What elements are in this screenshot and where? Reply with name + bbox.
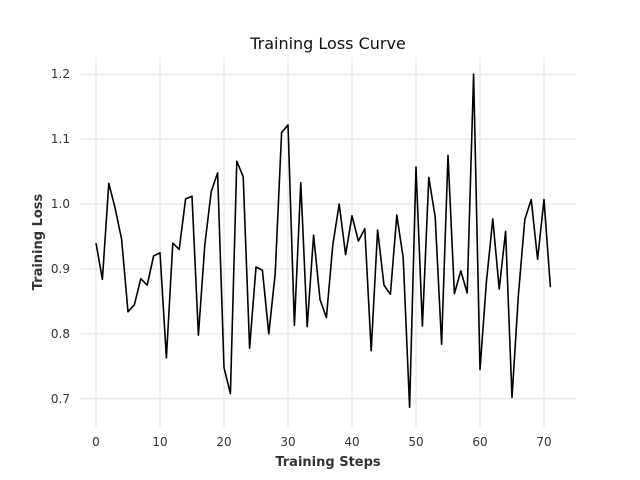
x-tick-label: 50 bbox=[408, 435, 423, 449]
y-axis-ticks: 0.7 0.8 0.9 1.0 1.1 1.2 bbox=[51, 67, 70, 406]
x-tick-label: 60 bbox=[472, 435, 487, 449]
x-tick-label: 40 bbox=[344, 435, 359, 449]
y-tick-label: 0.9 bbox=[51, 262, 70, 276]
x-tick-label: 0 bbox=[92, 435, 100, 449]
y-axis-label: Training Loss bbox=[31, 193, 46, 290]
x-axis-ticks: 0 10 20 30 40 50 60 70 bbox=[92, 435, 551, 449]
series-layer bbox=[95, 73, 552, 409]
x-tick-label: 10 bbox=[152, 435, 167, 449]
x-axis-label: Training Steps bbox=[275, 455, 381, 470]
y-tick-label: 1.2 bbox=[51, 67, 70, 81]
x-tick-label: 70 bbox=[536, 435, 551, 449]
loss-series-line bbox=[95, 73, 552, 409]
grid-lines bbox=[80, 58, 576, 428]
chart-title: Training Loss Curve bbox=[249, 34, 406, 53]
y-tick-label: 0.7 bbox=[51, 392, 70, 406]
x-tick-label: 20 bbox=[216, 435, 231, 449]
x-tick-label: 30 bbox=[280, 435, 295, 449]
y-tick-label: 1.1 bbox=[51, 132, 70, 146]
y-tick-label: 0.8 bbox=[51, 327, 70, 341]
y-tick-label: 1.0 bbox=[51, 197, 70, 211]
